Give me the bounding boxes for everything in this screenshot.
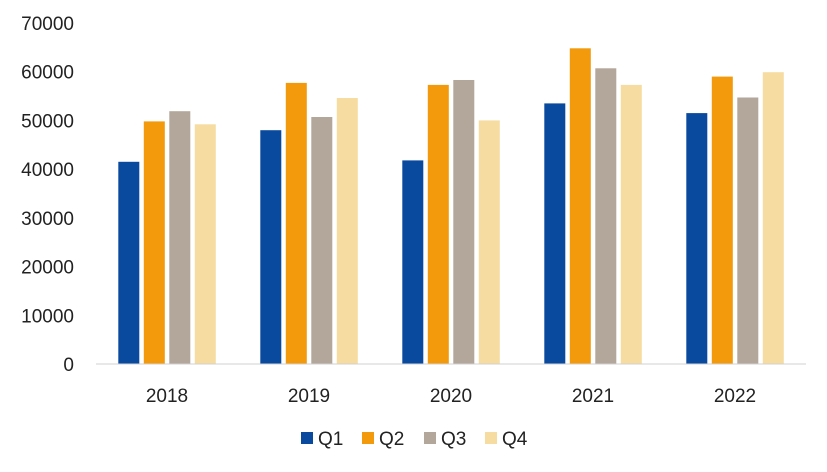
y-tick-label: 40000 xyxy=(21,160,74,181)
y-axis: 0 10000 20000 30000 40000 50000 60000 70000 xyxy=(21,14,74,376)
bar-q1-2021 xyxy=(544,103,566,365)
legend-label-q2: Q2 xyxy=(379,429,404,450)
bar-q3-2018 xyxy=(169,111,191,364)
legend-label-q1: Q1 xyxy=(318,429,343,450)
y-tick-label: 50000 xyxy=(21,111,74,132)
bar-q2-2022 xyxy=(711,76,733,364)
legend-label-q4: Q4 xyxy=(502,429,528,450)
x-axis: 2018 2019 2020 2021 2022 xyxy=(146,386,756,407)
bar-q4-2021 xyxy=(620,84,642,365)
bar-q3-2022 xyxy=(737,97,759,364)
y-tick-label: 10000 xyxy=(21,306,74,327)
bar-q2-2020 xyxy=(427,84,449,365)
bar-q4-2018 xyxy=(194,124,216,364)
legend-swatch-q3 xyxy=(424,432,436,444)
bar-q4-2019 xyxy=(336,98,358,364)
bar-q3-2020 xyxy=(453,80,475,364)
bar-q4-2022 xyxy=(762,72,784,364)
bar-q2-2018 xyxy=(143,121,165,365)
x-tick-label: 2018 xyxy=(146,386,188,407)
legend-swatch-q4 xyxy=(485,432,497,444)
y-tick-label: 0 xyxy=(63,355,74,376)
bar-q3-2019 xyxy=(311,117,333,364)
x-tick-label: 2021 xyxy=(572,386,614,407)
x-tick-label: 2019 xyxy=(288,386,330,407)
legend-swatch-q2 xyxy=(362,432,374,444)
bars xyxy=(118,48,784,365)
y-tick-label: 20000 xyxy=(21,258,74,279)
x-tick-label: 2022 xyxy=(714,386,756,407)
bar-q1-2019 xyxy=(260,130,282,364)
bar-q1-2018 xyxy=(118,161,140,364)
bar-q2-2019 xyxy=(285,82,307,365)
y-tick-label: 30000 xyxy=(21,209,74,230)
bar-q1-2022 xyxy=(686,113,708,364)
legend: Q1 Q2 Q3 Q4 xyxy=(301,429,528,450)
legend-label-q3: Q3 xyxy=(441,429,466,450)
bar-q4-2020 xyxy=(478,120,500,365)
bar-q2-2021 xyxy=(569,48,591,365)
x-tick-label: 2020 xyxy=(430,386,472,407)
y-tick-label: 60000 xyxy=(21,63,74,84)
bar-q1-2020 xyxy=(402,160,424,364)
legend-swatch-q1 xyxy=(301,432,313,444)
y-tick-label: 70000 xyxy=(21,14,74,35)
bar-q3-2021 xyxy=(595,68,617,365)
